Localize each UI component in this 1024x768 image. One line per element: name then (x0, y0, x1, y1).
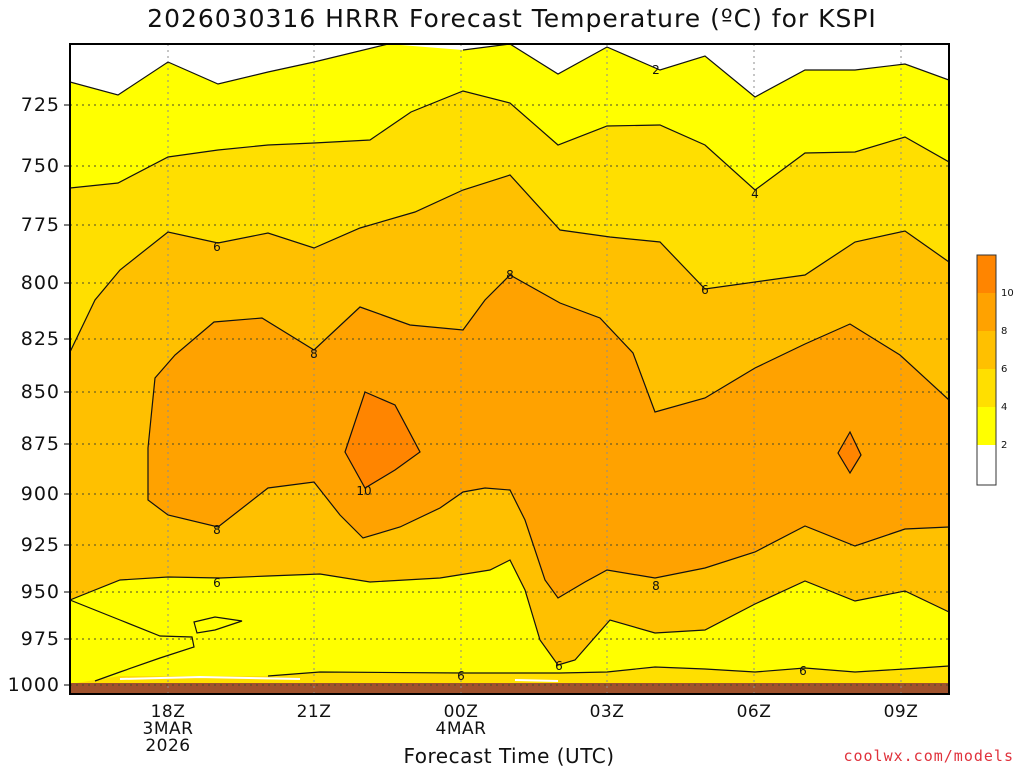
contour-label: 6 (701, 283, 709, 297)
contour-label: 6 (213, 576, 221, 590)
colorbar-swatch (977, 369, 996, 407)
contour-label: 10 (356, 484, 371, 498)
y-tick-label: 775 (20, 214, 60, 236)
y-tick-label: 925 (20, 534, 60, 556)
horizontal-gridlines (70, 104, 949, 686)
x-tick-label: 06Z (714, 704, 794, 721)
x-tick-time: 21Z (296, 702, 332, 722)
colorbar-swatch (977, 293, 996, 331)
y-tick-label: 825 (20, 328, 60, 350)
y-tick-label: 950 (20, 581, 60, 603)
tick-marks (64, 104, 70, 686)
x-tick-time: 03Z (589, 702, 625, 722)
x-tick-time: 00Z (443, 702, 479, 722)
x-tick-time: 18Z (150, 702, 186, 722)
y-tick-label: 750 (20, 155, 60, 177)
contour-label: 4 (751, 187, 759, 201)
contour-label: 8 (213, 523, 221, 537)
x-tick-label: 00Z 4MAR (421, 704, 501, 738)
y-tick-label: 725 (20, 94, 60, 116)
x-tick-label: 21Z (274, 704, 354, 721)
y-tick-label: 900 (20, 483, 60, 505)
ground-highlight (119, 675, 301, 680)
ground-band (70, 683, 949, 694)
contour-label: 8 (652, 579, 660, 593)
region-2-4 (194, 617, 242, 633)
colorbar (976, 254, 997, 486)
x-tick-year: 2026 (145, 736, 191, 756)
x-axis-label: Forecast Time (UTC) (403, 744, 615, 768)
x-tick-date: 3MAR (142, 719, 194, 739)
contour-label: 6 (213, 240, 221, 254)
colorbar-label: 4 (1001, 402, 1008, 413)
colorbar-label: 2 (1001, 440, 1008, 451)
colorbar-label: 6 (1001, 364, 1008, 375)
contour-label: 6 (555, 659, 563, 673)
colorbar-label: 10 (1001, 288, 1014, 299)
x-tick-date: 4MAR (435, 719, 487, 739)
colorbar-swatch (977, 407, 996, 445)
colorbar-label: 8 (1001, 326, 1008, 337)
y-tick-label: 975 (20, 628, 60, 650)
y-tick-label: 800 (20, 272, 60, 294)
contour-label: 6 (457, 669, 465, 683)
contour-labels: 2 4 6 6 8 8 10 8 6 8 6 6 6 (213, 63, 807, 683)
x-tick-time: 09Z (883, 702, 919, 722)
chart-title: 2026030316 HRRR Forecast Temperature (ºC… (147, 4, 877, 33)
credit-link[interactable]: coolwx.com/models (843, 747, 1014, 765)
colorbar-swatch (977, 331, 996, 369)
contour-label: 2 (652, 63, 660, 77)
region-10-12 (838, 432, 861, 473)
vertical-gridlines (167, 44, 902, 694)
region-8-10 (148, 275, 949, 598)
region-2-4 (70, 600, 194, 684)
y-tick-label: 850 (20, 381, 60, 403)
contour-label: 6 (799, 664, 807, 678)
x-tick-label: 09Z (861, 704, 941, 721)
colorbar-frame (976, 254, 997, 486)
x-tick-label: 03Z (567, 704, 647, 721)
y-tick-label: 1000 (7, 674, 60, 696)
plot-frame (69, 43, 950, 695)
region-10-12 (345, 392, 420, 488)
colorbar-swatch (977, 255, 996, 293)
contour-label: 8 (506, 268, 514, 282)
contour-label: 8 (310, 347, 318, 361)
x-tick-label: 18Z 3MAR 2026 (128, 704, 208, 755)
colorbar-swatch (977, 445, 996, 485)
y-tick-label: 875 (20, 433, 60, 455)
contour-lines (70, 44, 949, 682)
ground-highlight (514, 679, 559, 682)
x-tick-time: 06Z (736, 702, 772, 722)
